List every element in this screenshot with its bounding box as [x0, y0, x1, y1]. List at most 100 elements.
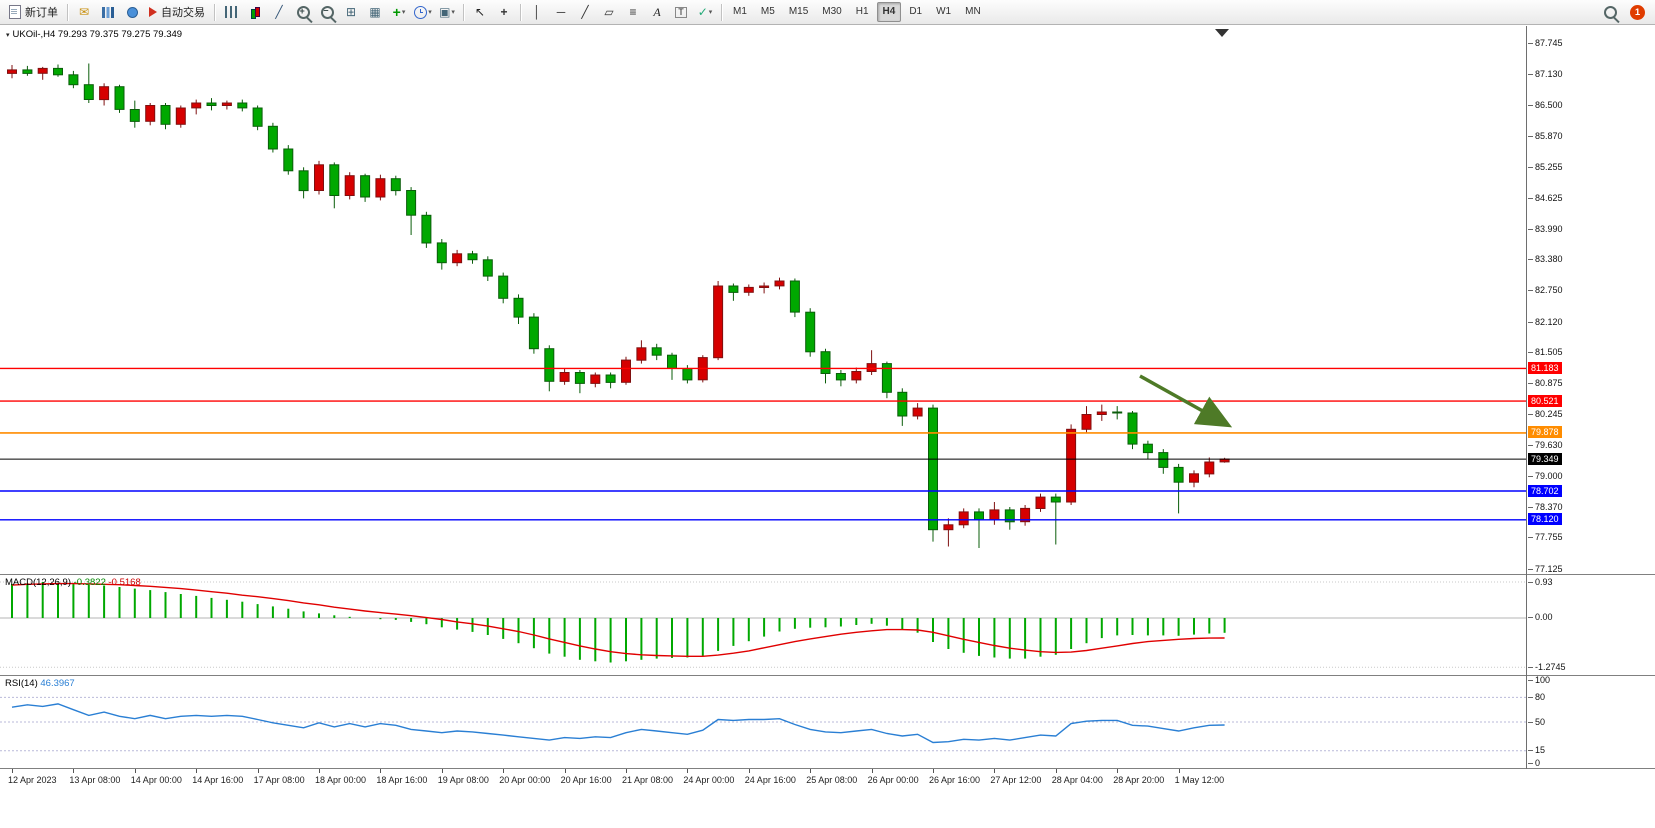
arrows-tool-button[interactable]: ✓ ▾ — [693, 2, 717, 22]
label-tool-button[interactable]: T — [669, 2, 693, 22]
tf-D1[interactable]: D1 — [909, 6, 923, 17]
candlestick-type-button[interactable] — [243, 2, 267, 22]
market-watch-icon — [102, 6, 114, 18]
symbol-period-label: UKOil-,H4 — [12, 29, 56, 40]
time-axis-label: 19 Apr 08:00 — [437, 775, 489, 785]
time-tick — [994, 769, 996, 773]
tf-H4[interactable]: H4 — [876, 2, 902, 22]
indicators-icon: + — [392, 4, 401, 20]
price-axis[interactable]: 87.745 87.130 86.500 85.870 85.255 84.625 83.9… — [1527, 26, 1655, 574]
price-tag-79.878[interactable]: 79.878 — [1528, 426, 1562, 439]
templates-icon: ▣ — [439, 5, 451, 19]
time-axis-label: 21 Apr 08:00 — [622, 775, 674, 785]
text-tool-button[interactable]: A — [645, 2, 669, 22]
time-axis-label: 17 Apr 08:00 — [253, 775, 305, 785]
axis-label: 15 — [1527, 745, 1546, 756]
chart-shift-marker[interactable] — [1215, 29, 1229, 37]
zoom-out-button[interactable] — [315, 2, 339, 22]
rsi-line — [11, 703, 1225, 744]
time-tick — [1055, 769, 1057, 773]
rsi-value: 46.3967 — [40, 678, 75, 689]
time-axis-label: 18 Apr 16:00 — [376, 775, 428, 785]
time-tick — [380, 769, 382, 773]
trend-arrow[interactable] — [1139, 374, 1233, 428]
crosshair-icon: + — [500, 5, 508, 19]
toolbar-separator — [67, 3, 68, 21]
crosshair-button[interactable]: + — [492, 2, 516, 22]
mail-icon: ✉ — [78, 5, 90, 19]
toolbar-separator — [721, 3, 722, 21]
tf-MN[interactable]: MN — [965, 6, 981, 17]
macd-signal-line — [11, 582, 1225, 658]
main-chart-canvas[interactable] — [0, 26, 1526, 574]
time-tick — [319, 769, 320, 773]
tf-M5[interactable]: M5 — [760, 6, 775, 17]
price-tag-80.521[interactable]: 80.521 — [1528, 394, 1562, 407]
channel-button[interactable]: ▱ — [597, 2, 621, 22]
axis-label: 100 — [1527, 675, 1551, 686]
trendline-icon: ╱ — [581, 5, 589, 19]
tf-M15[interactable]: M15 — [788, 6, 809, 17]
tf-M1[interactable]: M1 — [733, 6, 747, 17]
one-click-trading-arrow-icon[interactable]: ▾ — [6, 32, 10, 39]
tf-W1[interactable]: W1 — [936, 6, 952, 17]
price-tag-78.120[interactable]: 78.120 — [1528, 513, 1562, 526]
tf-M30[interactable]: M30 — [822, 6, 842, 17]
indicators-button[interactable]: + ▾ — [387, 2, 411, 22]
templates-button[interactable]: ▣ ▾ — [435, 2, 459, 22]
panel-separator[interactable] — [0, 574, 1655, 575]
axis-label: 79.630 — [1528, 439, 1563, 450]
price-tag-79.349[interactable]: 79.349 — [1528, 452, 1562, 465]
tf-H1[interactable]: H1 — [855, 6, 869, 17]
cursor-button[interactable]: ↖ — [468, 2, 492, 22]
tile-windows-button[interactable]: ⊞ — [339, 2, 363, 22]
axis-label: 80.245 — [1528, 409, 1563, 420]
time-axis[interactable]: 12 Apr 2023 13 Apr 08:00 14 Apr 00:00 14 Ap… — [0, 769, 1655, 791]
cascade-windows-button[interactable]: ▦ — [363, 2, 387, 22]
axis-label: -1.2745 — [1528, 661, 1566, 672]
text-tool-icon: A — [653, 5, 661, 19]
vertical-line-button[interactable]: │ — [525, 2, 549, 22]
new-order-button[interactable]: 新订单 — [4, 2, 63, 22]
price-tag-78.702[interactable]: 78.702 — [1528, 484, 1562, 497]
rsi-axis[interactable]: 100 80 50 15 0 — [1527, 675, 1655, 768]
horizontal-line-button[interactable]: ─ — [549, 2, 573, 22]
data-window-button[interactable] — [120, 2, 144, 22]
panel-separator[interactable] — [0, 675, 1655, 676]
bar-chart-type-button[interactable] — [219, 2, 243, 22]
notification-badge[interactable]: 1 — [1630, 4, 1645, 20]
axis-label: 84.625 — [1528, 192, 1563, 203]
time-axis-label: 26 Apr 00:00 — [867, 775, 919, 785]
axis-label: 86.500 — [1528, 100, 1563, 110]
search-button[interactable] — [1598, 2, 1622, 22]
time-axis-label: 1 May 12:00 — [1174, 775, 1225, 785]
price-tag-81.183[interactable]: 81.183 — [1528, 361, 1562, 374]
toolbar-separator — [520, 3, 521, 21]
zoom-out-icon — [320, 5, 334, 19]
mail-button[interactable]: ✉ — [72, 2, 96, 22]
trendline-button[interactable]: ╱ — [573, 2, 597, 22]
channel-icon: ▱ — [604, 5, 614, 19]
time-tick — [196, 769, 198, 773]
macd-axis[interactable]: 0.93 0.00 -1.2745 — [1527, 575, 1655, 675]
new-order-label: 新订单 — [25, 7, 58, 19]
macd-header: MACD(12,26,9) -0.3822 -0.5168 — [5, 577, 141, 588]
line-chart-type-button[interactable]: ╱ — [267, 2, 291, 22]
horizontal-line-icon: ─ — [556, 5, 566, 19]
time-tick — [134, 769, 136, 773]
market-watch-button[interactable] — [96, 2, 120, 22]
axis-label: 87.130 — [1528, 68, 1563, 79]
chevron-down-icon: ▾ — [708, 9, 713, 16]
fibonacci-button[interactable]: ≡ — [621, 2, 645, 22]
time-axis-label: 24 Apr 00:00 — [683, 775, 735, 785]
periods-button[interactable]: ▾ — [411, 2, 435, 22]
macd-canvas[interactable] — [0, 575, 1526, 675]
auto-trading-button[interactable]: 自动交易 — [144, 2, 210, 22]
chevron-down-icon: ▾ — [428, 9, 432, 16]
axis-label: 81.505 — [1528, 346, 1563, 357]
time-tick — [564, 769, 566, 773]
rsi-canvas[interactable] — [0, 676, 1526, 768]
axis-label: 87.745 — [1528, 38, 1563, 49]
time-tick — [73, 769, 75, 773]
zoom-in-button[interactable] — [291, 2, 315, 22]
